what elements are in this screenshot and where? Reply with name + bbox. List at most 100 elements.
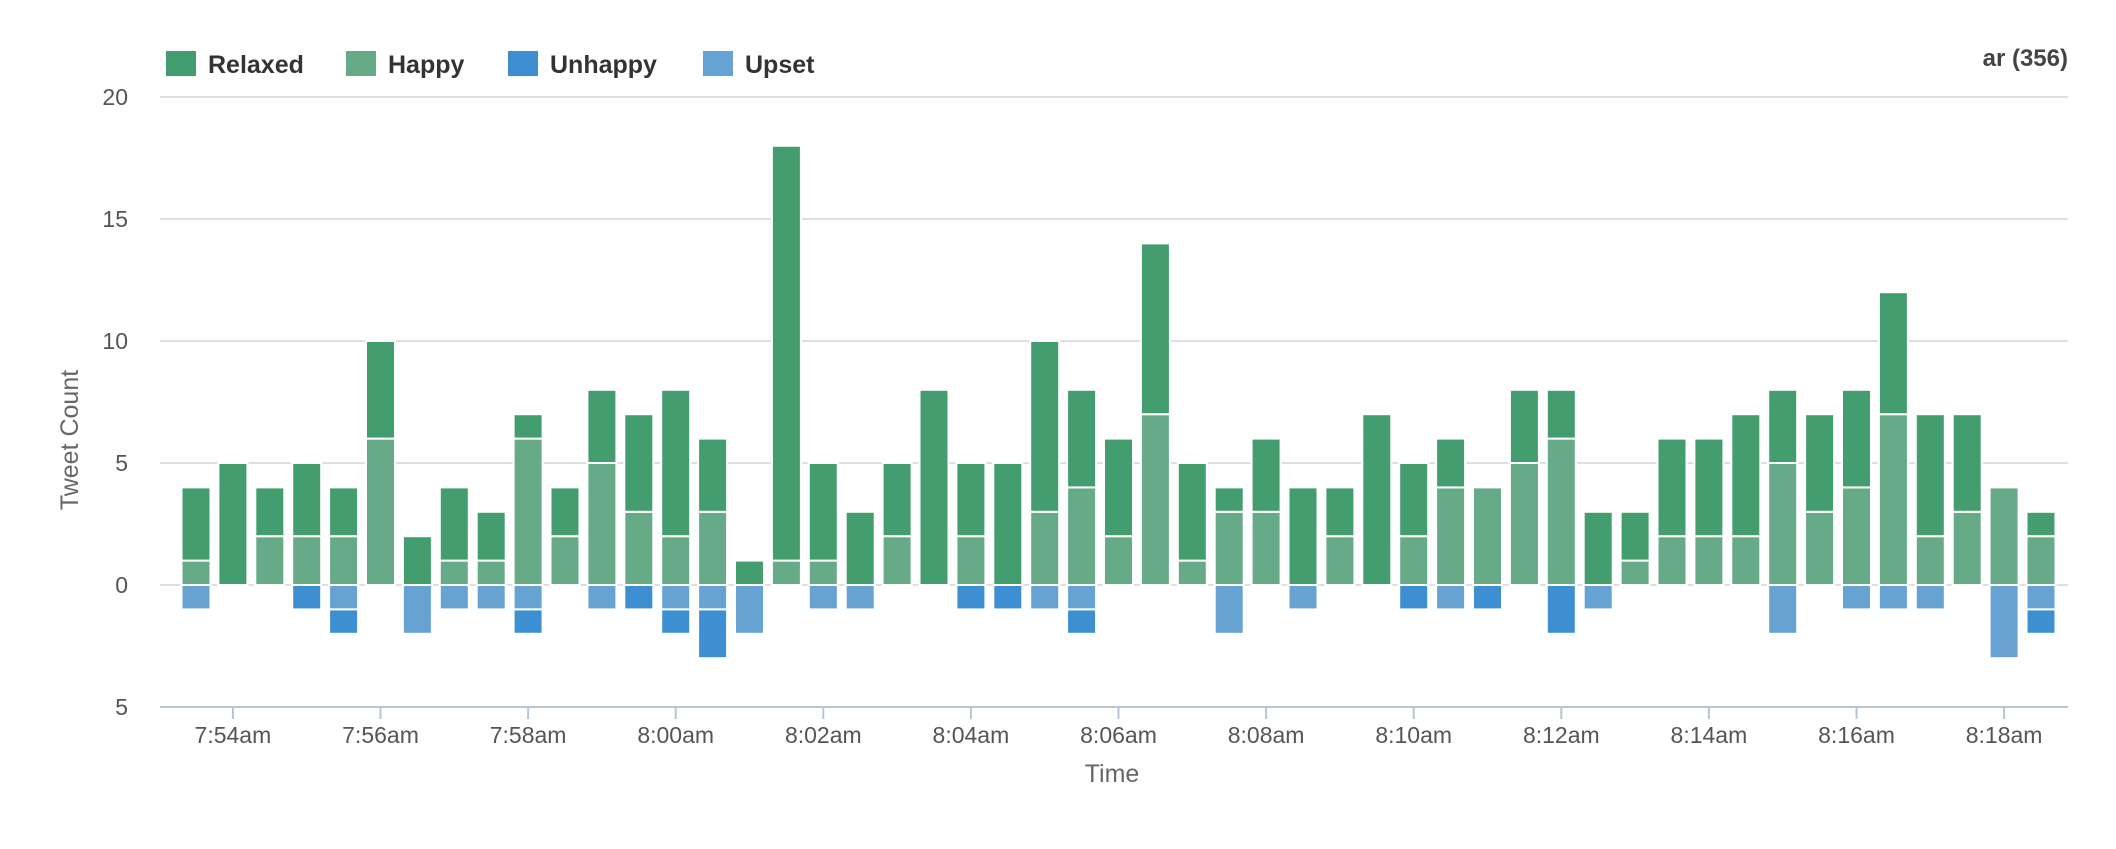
bar-unhappy[interactable] <box>955 584 987 611</box>
bar-relaxed[interactable] <box>512 413 544 440</box>
bar-relaxed[interactable] <box>1619 510 1651 562</box>
bar-happy[interactable] <box>328 535 360 587</box>
bar-relaxed[interactable] <box>1029 340 1061 513</box>
legend-item-upset[interactable]: Upset <box>703 51 815 79</box>
bar-unhappy[interactable] <box>992 584 1024 611</box>
bar-unhappy[interactable] <box>1472 584 1503 611</box>
bar-unhappy[interactable] <box>1398 584 1430 611</box>
bar-relaxed[interactable] <box>623 413 655 513</box>
bar-relaxed[interactable] <box>475 510 507 562</box>
bar-happy[interactable] <box>365 437 396 586</box>
bar-upset[interactable] <box>1213 584 1245 635</box>
bar-relaxed[interactable] <box>660 388 692 538</box>
bar-happy[interactable] <box>1767 462 1799 586</box>
bar-happy[interactable] <box>512 437 544 586</box>
bar-upset[interactable] <box>2025 584 2057 611</box>
bar-relaxed[interactable] <box>1804 413 1836 513</box>
bar-happy[interactable] <box>1324 535 1356 587</box>
bar-happy[interactable] <box>438 559 470 586</box>
bar-relaxed[interactable] <box>734 559 765 586</box>
bar-happy[interactable] <box>1841 486 1872 586</box>
bar-relaxed[interactable] <box>291 462 323 538</box>
bar-relaxed[interactable] <box>1103 437 1134 538</box>
bar-relaxed[interactable] <box>1066 388 1098 489</box>
bar-happy[interactable] <box>180 559 212 586</box>
bar-relaxed[interactable] <box>1250 437 1282 513</box>
bar-relaxed[interactable] <box>401 535 433 587</box>
bar-happy[interactable] <box>1398 535 1430 587</box>
bar-upset[interactable] <box>660 584 692 611</box>
bar-relaxed[interactable] <box>1176 462 1208 562</box>
bar-relaxed[interactable] <box>549 486 581 538</box>
bar-relaxed[interactable] <box>992 462 1024 586</box>
bar-happy[interactable] <box>1103 535 1134 587</box>
bar-upset[interactable] <box>586 584 618 611</box>
bar-relaxed[interactable] <box>1435 437 1467 489</box>
bar-happy[interactable] <box>291 535 323 587</box>
bar-relaxed[interactable] <box>770 144 802 562</box>
bar-unhappy[interactable] <box>291 584 323 611</box>
bar-upset[interactable] <box>1435 584 1467 611</box>
bar-upset[interactable] <box>1582 584 1614 611</box>
bar-happy[interactable] <box>881 535 913 587</box>
bar-upset[interactable] <box>844 584 876 611</box>
bar-happy[interactable] <box>1435 486 1467 586</box>
bar-happy[interactable] <box>1213 510 1245 586</box>
bar-relaxed[interactable] <box>881 462 913 538</box>
bar-unhappy[interactable] <box>328 608 360 635</box>
bar-relaxed[interactable] <box>586 388 618 464</box>
bar-unhappy[interactable] <box>2025 608 2057 635</box>
bar-upset[interactable] <box>1029 584 1061 611</box>
bar-upset[interactable] <box>1988 584 2020 660</box>
bar-happy[interactable] <box>1730 535 1762 587</box>
bar-relaxed[interactable] <box>1877 291 1909 416</box>
bar-upset[interactable] <box>475 584 507 611</box>
bar-relaxed[interactable] <box>1693 437 1725 538</box>
bar-relaxed[interactable] <box>1287 486 1319 586</box>
bar-unhappy[interactable] <box>660 608 692 635</box>
bar-upset[interactable] <box>734 584 765 635</box>
bar-happy[interactable] <box>586 462 618 586</box>
bar-relaxed[interactable] <box>1324 486 1356 538</box>
bar-relaxed[interactable] <box>955 462 987 538</box>
bar-relaxed[interactable] <box>1398 462 1430 538</box>
bar-happy[interactable] <box>1066 486 1098 586</box>
bar-upset[interactable] <box>1914 584 1946 611</box>
bar-happy[interactable] <box>2025 535 2057 587</box>
bar-relaxed[interactable] <box>254 486 286 538</box>
bar-happy[interactable] <box>770 559 802 586</box>
bar-happy[interactable] <box>623 510 655 586</box>
bar-relaxed[interactable] <box>1139 242 1171 416</box>
bar-upset[interactable] <box>328 584 360 611</box>
bar-relaxed[interactable] <box>1545 388 1577 440</box>
legend[interactable]: Relaxed Happy Unhappy Upset <box>166 51 815 79</box>
bar-relaxed[interactable] <box>697 437 729 513</box>
bar-happy[interactable] <box>1472 486 1503 586</box>
bar-unhappy[interactable] <box>512 608 544 635</box>
bar-relaxed[interactable] <box>1213 486 1245 513</box>
bar-happy[interactable] <box>1029 510 1061 586</box>
bar-happy[interactable] <box>1656 535 1688 587</box>
bar-upset[interactable] <box>1767 584 1799 635</box>
bar-happy[interactable] <box>955 535 987 587</box>
bar-happy[interactable] <box>660 535 692 587</box>
bar-upset[interactable] <box>401 584 433 635</box>
bar-relaxed[interactable] <box>1508 388 1540 464</box>
bar-unhappy[interactable] <box>1545 584 1577 635</box>
bar-happy[interactable] <box>549 535 581 587</box>
bar-relaxed[interactable] <box>1951 413 1983 513</box>
bar-relaxed[interactable] <box>844 510 876 586</box>
bar-relaxed[interactable] <box>1582 510 1614 586</box>
bar-unhappy[interactable] <box>697 608 729 660</box>
bar-upset[interactable] <box>1066 584 1098 611</box>
bar-relaxed[interactable] <box>1361 413 1393 587</box>
bar-relaxed[interactable] <box>1841 388 1872 489</box>
bar-upset[interactable] <box>1841 584 1872 611</box>
bar-happy[interactable] <box>1988 486 2020 586</box>
legend-item-relaxed[interactable]: Relaxed <box>166 51 304 79</box>
bar-happy[interactable] <box>475 559 507 586</box>
bar-relaxed[interactable] <box>1730 413 1762 538</box>
bar-upset[interactable] <box>438 584 470 611</box>
bar-upset[interactable] <box>807 584 839 611</box>
bar-relaxed[interactable] <box>1767 388 1799 464</box>
